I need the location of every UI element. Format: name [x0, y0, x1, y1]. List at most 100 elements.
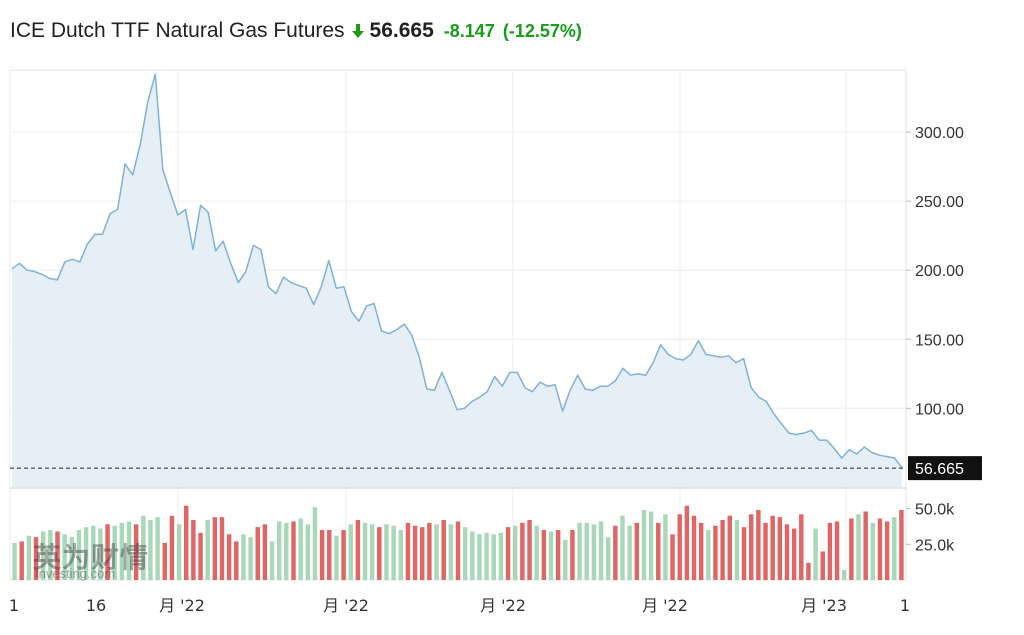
volume-bar	[405, 522, 411, 580]
volume-bar	[40, 531, 46, 580]
volume-bar	[91, 525, 96, 580]
volume-bar	[284, 522, 289, 580]
volume-bar	[577, 522, 582, 580]
volume-bar	[384, 524, 389, 580]
volume-bar	[112, 525, 117, 580]
volume-bar	[627, 525, 632, 580]
volume-bar	[262, 524, 268, 580]
last-price-badge	[908, 456, 982, 481]
price-axis-label: 300.00	[915, 125, 964, 142]
volume-bar	[377, 527, 382, 580]
volume-bar	[33, 537, 39, 580]
volume-bar	[498, 532, 504, 580]
volume-bar	[541, 530, 547, 580]
volume-bar	[784, 524, 790, 580]
volume-bar	[770, 515, 775, 580]
volume-axis-label: 25.0k	[915, 537, 955, 554]
volume-bar	[276, 521, 282, 580]
volume-bar	[19, 541, 24, 580]
volume-bar	[162, 542, 167, 580]
volume-bar	[477, 534, 482, 580]
volume-bar	[176, 524, 182, 580]
volume-bar	[427, 522, 432, 580]
volume-bar	[870, 522, 876, 580]
volume-bar	[226, 534, 232, 580]
volume-bar	[641, 510, 647, 580]
volume-bar	[663, 514, 668, 580]
volume-bar	[570, 530, 575, 580]
volume-bar	[12, 542, 17, 580]
volume-bar	[713, 525, 718, 580]
volume-bar	[834, 521, 840, 580]
volume-bar	[198, 532, 203, 580]
volume-bar	[727, 515, 732, 580]
volume-bar	[548, 531, 554, 580]
volume-bar	[563, 540, 568, 580]
volume-bar	[841, 570, 847, 580]
volume-bar	[298, 518, 303, 580]
volume-bar	[849, 518, 854, 580]
x-axis-label: 月 '22	[480, 596, 526, 615]
volume-bar	[591, 524, 597, 580]
volume-bar	[534, 525, 539, 580]
volume-bar	[434, 524, 439, 580]
volume-bar	[248, 537, 253, 580]
volume-bar	[756, 510, 761, 580]
volume-bar	[105, 524, 110, 580]
last-price: 56.665	[369, 19, 434, 42]
volume-bar	[369, 524, 375, 580]
volume-bar	[119, 522, 125, 580]
volume-bar	[126, 521, 132, 580]
volume-bar	[749, 514, 754, 580]
volume-bar	[605, 537, 611, 580]
volume-bar	[255, 527, 260, 580]
volume-bar	[205, 520, 210, 580]
volume-bar	[391, 525, 396, 580]
volume-bar	[341, 530, 346, 580]
volume-bar	[98, 528, 103, 580]
volume-bar	[691, 515, 697, 580]
volume-bar	[741, 527, 747, 580]
volume-bar	[269, 541, 275, 580]
volume-bar	[319, 530, 325, 580]
volume-bar	[412, 525, 418, 580]
volume-bar	[677, 514, 682, 580]
chart-header: ICE Dutch TTF Natural Gas Futures 56.665…	[10, 14, 582, 48]
x-axis-label: 月 '22	[642, 596, 688, 615]
x-axis-label: 16	[86, 596, 106, 615]
last-price-label: 56.665	[915, 461, 964, 478]
volume-axis-label: 50.0k	[915, 502, 955, 519]
price-change-percent: (-12.57%)	[502, 20, 582, 41]
volume-bar	[520, 522, 525, 580]
volume-bar	[491, 534, 496, 580]
volume-bar	[148, 520, 153, 580]
volume-bar	[555, 530, 561, 580]
volume-bar	[462, 527, 468, 580]
instrument-title: ICE Dutch TTF Natural Gas Futures	[10, 19, 345, 42]
volume-bar	[291, 521, 296, 580]
volume-bar	[584, 522, 589, 580]
x-axis-label: 1	[900, 596, 910, 615]
x-axis-label: 月 '23	[801, 596, 847, 615]
volume-bar	[648, 511, 654, 580]
volume-bar	[441, 520, 446, 580]
volume-bar	[791, 528, 797, 580]
volume-bar	[219, 517, 225, 580]
volume-bar	[26, 535, 32, 580]
volume-bar	[69, 537, 75, 580]
volume-bar	[184, 505, 189, 580]
arrow-down-icon	[351, 24, 364, 38]
volume-bar	[720, 520, 725, 580]
volume-bar	[734, 520, 740, 580]
volume-bar	[706, 530, 711, 580]
x-axis-label: 月 '22	[323, 596, 369, 615]
volume-bar	[191, 520, 196, 580]
price-change: -8.147	[443, 20, 495, 41]
volume-bar	[656, 522, 661, 580]
volume-bar	[598, 521, 604, 580]
price-area	[12, 74, 902, 487]
price-line	[11, 73, 903, 469]
volume-bar	[777, 517, 783, 580]
volume-bar	[312, 507, 318, 580]
